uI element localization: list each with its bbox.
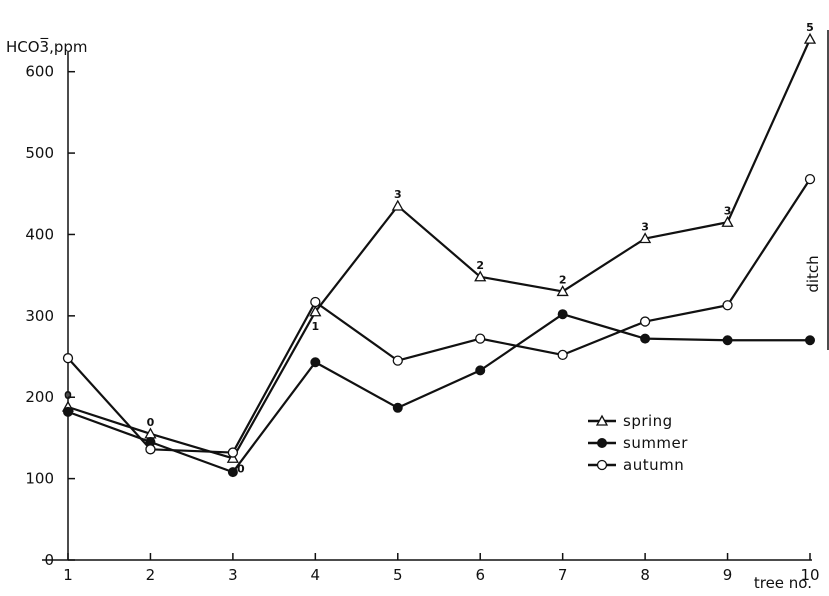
- point-annotation: 3: [394, 188, 402, 201]
- summer-point: [722, 335, 733, 346]
- ditch-label: ditch: [804, 255, 822, 292]
- legend: spring summer autumn: [588, 412, 688, 474]
- legend-label: summer: [623, 434, 688, 452]
- x-ticks: 1 2 3 4 5 6 7 8 9 10: [63, 553, 820, 584]
- legend-marker: [595, 414, 609, 426]
- point-annotation: 2: [559, 273, 567, 286]
- spring-point: [474, 270, 487, 282]
- autumn-point: [557, 349, 568, 361]
- x-tick-label: 1: [63, 566, 73, 584]
- autumn-point: [62, 353, 74, 364]
- x-tick-label: 6: [475, 566, 485, 584]
- summer-point: [640, 333, 651, 344]
- series-autumn: [62, 173, 816, 458]
- autumn-point: [722, 300, 733, 311]
- autumn-point: [392, 355, 403, 366]
- summer-point: [310, 357, 321, 368]
- summer-point: [475, 365, 486, 376]
- summer-point: [227, 467, 238, 478]
- spring-point: [556, 285, 569, 297]
- legend-label: autumn: [623, 456, 684, 474]
- summer-point: [63, 406, 73, 417]
- y-tick-label: 400: [25, 225, 54, 243]
- summer-point: [557, 309, 568, 320]
- spring-point: [639, 232, 652, 244]
- x-tick-label: 10: [800, 566, 819, 584]
- series-layer: [61, 32, 817, 478]
- legend-item-autumn: autumn: [588, 456, 684, 474]
- summer-point: [392, 402, 403, 413]
- legend-item-spring: spring: [588, 412, 673, 430]
- autumn-point: [475, 333, 486, 344]
- spring-line: [67, 38, 812, 460]
- spring-point: [391, 199, 404, 211]
- point-annotation: 2: [476, 259, 484, 272]
- autumn-point: [227, 447, 239, 458]
- point-annotation: 5: [806, 21, 814, 34]
- autumn-point: [639, 316, 651, 327]
- series-spring: [61, 32, 817, 463]
- x-axis-label: tree no.: [754, 574, 812, 592]
- y-ticks: 0 100 200 300 400 500 600: [25, 63, 75, 569]
- x-tick-label: 4: [311, 566, 321, 584]
- summer-line: [67, 313, 810, 474]
- point-annotation: 0: [64, 389, 72, 402]
- y-tick-label: 500: [25, 144, 54, 162]
- spring-point: [803, 32, 817, 44]
- autumn-point: [804, 173, 816, 185]
- y-tick-label: 100: [25, 470, 54, 488]
- point-annotation: 3: [641, 221, 649, 234]
- annotations-layer: 0 0 0 1 3 2 2 3 3 5: [64, 21, 814, 475]
- spring-point: [309, 305, 322, 317]
- legend-marker: [597, 438, 607, 448]
- autumn-point: [310, 296, 321, 308]
- y-tick-label: 0: [44, 551, 54, 569]
- spring-point: [721, 215, 734, 227]
- legend-label: spring: [623, 412, 673, 430]
- point-annotation: 0: [237, 462, 245, 475]
- x-tick-label: 2: [146, 566, 156, 584]
- y-tick-label: 200: [25, 388, 54, 406]
- autumn-point: [145, 444, 156, 455]
- x-tick-label: 8: [640, 566, 650, 584]
- summer-point: [805, 335, 815, 346]
- y-axis-label: HCO3̅,ppm: [6, 37, 88, 56]
- x-tick-label: 3: [228, 566, 238, 584]
- point-annotation: 0: [147, 416, 155, 429]
- y-tick-label: 300: [25, 307, 54, 325]
- legend-item-summer: summer: [588, 434, 688, 452]
- point-annotation: 3: [724, 204, 732, 217]
- series-summer: [63, 309, 815, 478]
- legend-marker: [596, 459, 608, 471]
- spring-point: [226, 451, 239, 463]
- y-tick-label: 600: [25, 63, 54, 81]
- autumn-line: [67, 178, 811, 454]
- point-annotation: 1: [312, 320, 320, 333]
- x-tick-label: 7: [558, 566, 568, 584]
- axes: [42, 30, 829, 561]
- x-tick-label: 9: [723, 566, 733, 584]
- x-tick-label: 5: [393, 566, 403, 584]
